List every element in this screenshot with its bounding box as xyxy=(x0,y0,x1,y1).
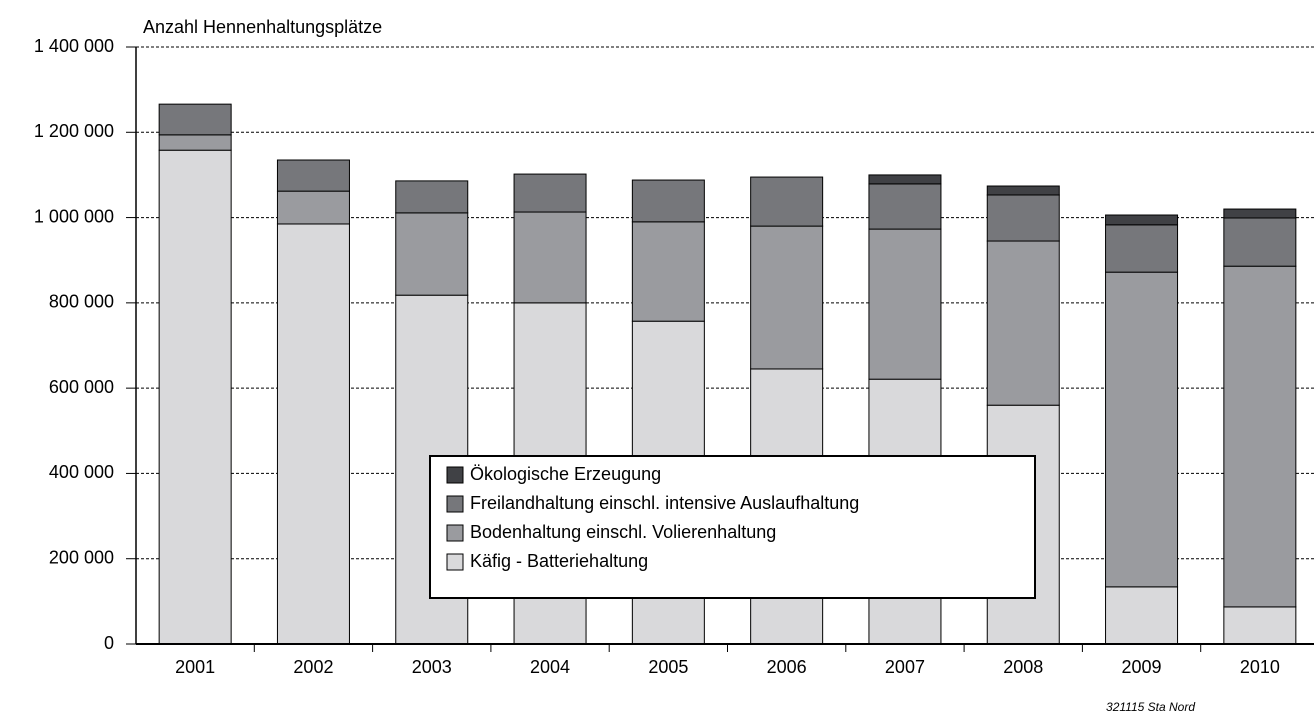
bar-segment xyxy=(868,228,942,380)
legend-swatch xyxy=(446,553,464,571)
bar-segment xyxy=(750,225,824,370)
legend-label: Ökologische Erzeugung xyxy=(470,464,661,484)
legend: Ökologische Erzeugung Freilandhaltung ein… xyxy=(429,455,1036,599)
x-tick-label: 2003 xyxy=(412,657,452,677)
bar-segment xyxy=(1223,217,1297,267)
legend-label: Freilandhaltung einschl. intensive Ausla… xyxy=(470,493,859,513)
y-tick-label: 800 000 xyxy=(49,292,114,312)
bar-segment xyxy=(276,159,350,192)
x-tick-label: 2010 xyxy=(1240,657,1280,677)
bar-segment xyxy=(986,240,1060,406)
x-tick-label: 2007 xyxy=(885,657,925,677)
x-tick-label: 2002 xyxy=(293,657,333,677)
legend-swatch xyxy=(446,466,464,484)
source-note: 321115 Sta Nord xyxy=(1106,700,1195,714)
bar-segment xyxy=(631,179,705,223)
x-tick-label: 2001 xyxy=(175,657,215,677)
y-tick-label: 200 000 xyxy=(49,547,114,567)
legend-label: Käfig - Batteriehaltung xyxy=(470,551,648,571)
x-tick-label: 2004 xyxy=(530,657,570,677)
x-tick-label: 2008 xyxy=(1003,657,1043,677)
bar-segment xyxy=(986,194,1060,242)
y-tick-label: 400 000 xyxy=(49,462,114,482)
y-axis-label: Anzahl Hennenhaltungsplätze xyxy=(143,17,382,37)
bar-segment xyxy=(1223,265,1297,608)
legend-swatch xyxy=(446,495,464,513)
bar-segment xyxy=(158,149,232,645)
bar-segment xyxy=(158,103,232,136)
bar-segment xyxy=(1223,606,1297,645)
y-tick-label: 1 200 000 xyxy=(34,121,114,141)
bar-segment xyxy=(276,223,350,645)
y-tick-label: 0 xyxy=(104,633,114,653)
bar-segment xyxy=(1105,224,1179,273)
x-tick-label: 2005 xyxy=(648,657,688,677)
x-tick-label: 2009 xyxy=(1122,657,1162,677)
bar-segment xyxy=(986,185,1060,196)
bar-segment xyxy=(868,183,942,230)
bar-segment xyxy=(750,176,824,227)
bar-segment xyxy=(1223,208,1297,219)
bar-segment xyxy=(513,211,587,304)
bar-segment xyxy=(631,221,705,322)
y-tick-label: 1 400 000 xyxy=(34,36,114,56)
y-tick-label: 600 000 xyxy=(49,377,114,397)
legend-box xyxy=(429,455,1036,599)
x-tick-label: 2006 xyxy=(767,657,807,677)
bar-segment xyxy=(1105,271,1179,588)
bar-segment xyxy=(395,180,469,214)
legend-swatch xyxy=(446,524,464,542)
bar-segment xyxy=(868,174,942,185)
y-tick-label: 1 000 000 xyxy=(34,206,114,226)
bar-segment xyxy=(395,212,469,296)
bar-segment xyxy=(1105,586,1179,645)
bar-segment xyxy=(1105,214,1179,226)
bar-segment xyxy=(276,190,350,225)
legend-label: Bodenhaltung einschl. Volierenhaltung xyxy=(470,522,776,542)
bar-segment xyxy=(513,173,587,213)
bar-segment xyxy=(158,134,232,151)
